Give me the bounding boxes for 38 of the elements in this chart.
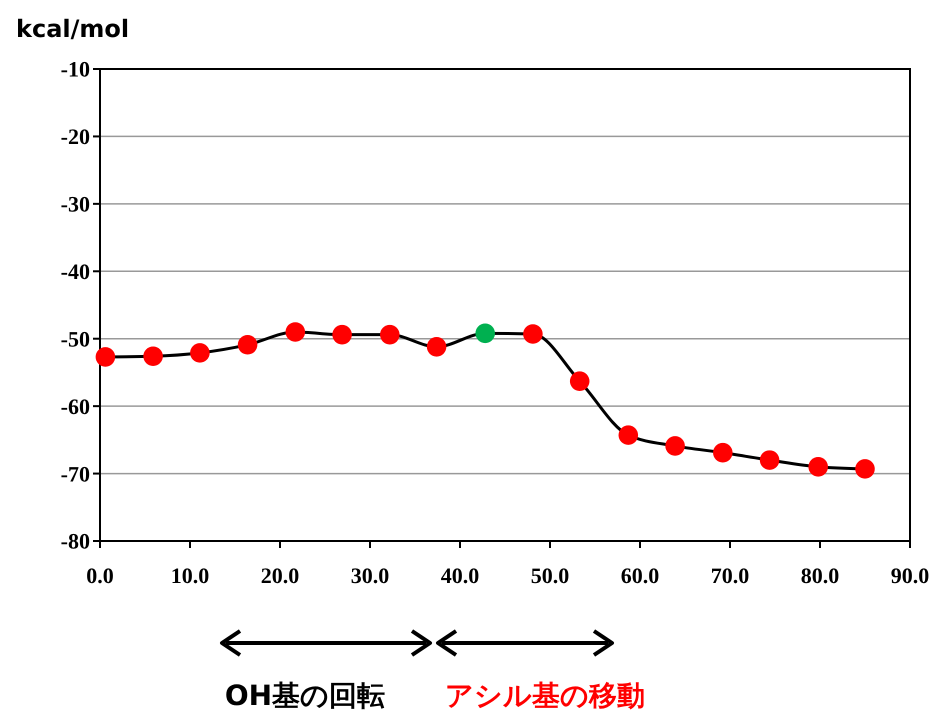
x-tick-label: 40.0 [440, 563, 480, 588]
y-tick-label: -10 [60, 56, 90, 82]
point [96, 347, 116, 367]
x-tick-label: 50.0 [530, 563, 570, 588]
text: OH基の回転 [224, 679, 386, 712]
x-tick-label: 60.0 [620, 563, 660, 588]
y-tick-label: -50 [60, 326, 90, 352]
point [665, 436, 685, 456]
y-tick-label: -80 [60, 528, 90, 554]
x-tick-label: 70.0 [710, 563, 750, 588]
point [523, 324, 543, 344]
x-tick-label: 0.0 [86, 563, 114, 588]
point [190, 343, 210, 363]
y-tick-label: -30 [60, 192, 90, 217]
point [475, 324, 495, 344]
point [143, 346, 163, 366]
point [286, 322, 306, 342]
y-tick-label: -70 [60, 461, 90, 486]
x-tick-label: 10.0 [170, 563, 210, 588]
x-tick-label: 20.0 [260, 563, 300, 588]
y-axis-title: kcal/mol [16, 15, 130, 43]
x-tick-label: 90.0 [890, 563, 930, 588]
point [760, 450, 780, 470]
text: アシル基の移動 [445, 679, 645, 712]
point [570, 371, 590, 391]
y-tick-label: -40 [60, 258, 90, 284]
point [380, 324, 400, 344]
point [808, 457, 828, 477]
point [855, 459, 875, 479]
point [426, 337, 446, 357]
x-tick-label: 30.0 [350, 563, 390, 588]
x-tick-label: 80.0 [800, 563, 840, 588]
y-tick-label: -20 [60, 124, 90, 150]
y-tick-label: -60 [60, 394, 90, 419]
point [713, 442, 733, 462]
point [332, 324, 352, 344]
point [238, 335, 258, 355]
point [618, 425, 638, 445]
